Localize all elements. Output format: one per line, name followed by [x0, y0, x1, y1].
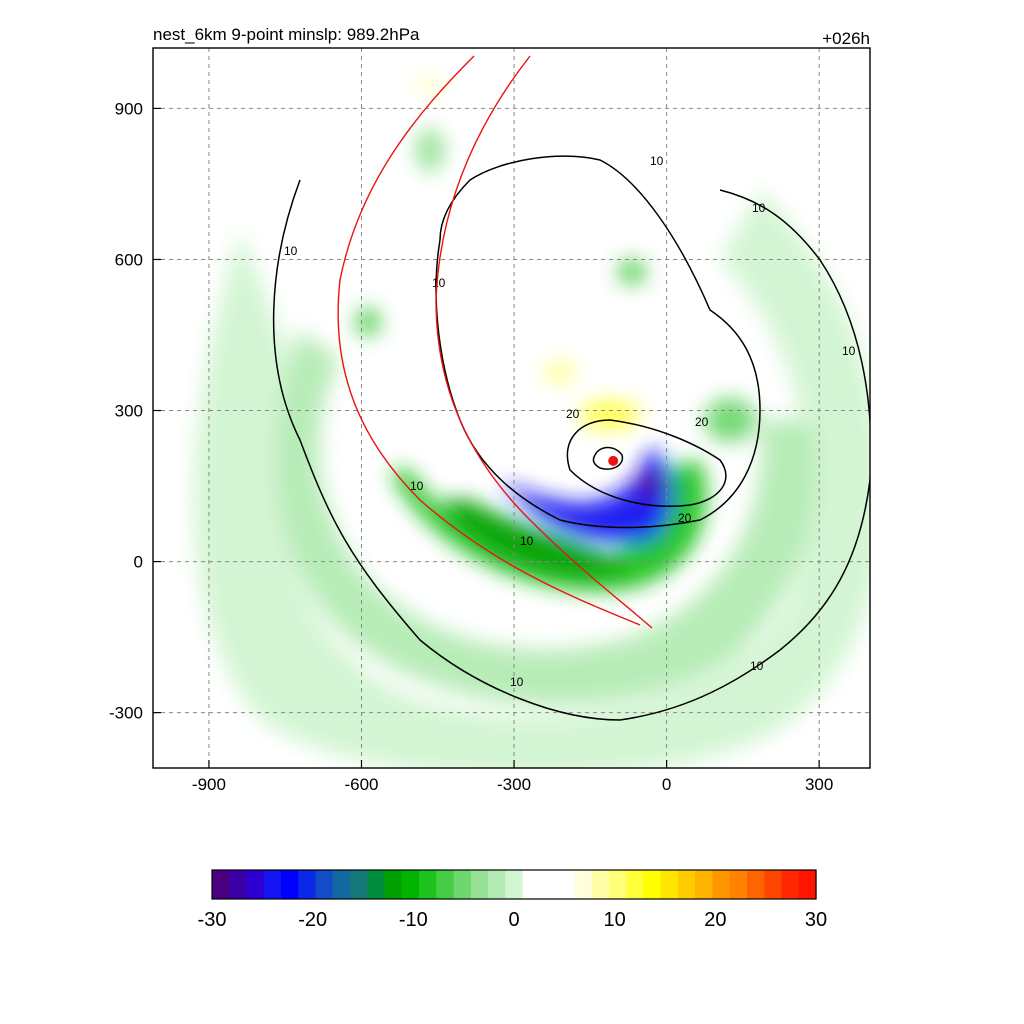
yellow-patch-top	[416, 79, 444, 91]
axis-ticks: -900 -600 -300 0 300 900 600 300 0 -300	[109, 99, 833, 794]
colorbar-swatch	[539, 870, 558, 899]
colorbar-swatch	[488, 870, 506, 899]
x-tick-label: 0	[662, 775, 671, 794]
x-tick-label: -900	[192, 775, 226, 794]
contour-10-outer	[272, 179, 870, 721]
inner-light-green-band	[276, 330, 817, 705]
colorbar-swatch	[522, 870, 541, 899]
colorbar-swatch	[798, 870, 817, 899]
colorbar-swatch	[643, 870, 662, 899]
colorbar-swatch	[695, 870, 714, 899]
contour-label-10-h: 10	[510, 675, 524, 689]
contour-20	[566, 419, 727, 507]
purple-core	[638, 473, 662, 497]
colorbar-swatch	[781, 870, 800, 899]
colorbar-swatch	[401, 870, 420, 899]
colorbar-swatch	[557, 870, 575, 899]
y-tick-label: 600	[115, 250, 143, 269]
track-line-west	[337, 55, 641, 626]
grid-lines	[153, 48, 870, 768]
colorbar-labels: -30 -20 -10 0 10 20 30	[198, 909, 828, 931]
green-rainband	[390, 460, 707, 592]
colorbar-swatch	[419, 870, 437, 899]
track-line-east	[435, 55, 653, 629]
colorbar-frame	[211, 869, 817, 900]
forecast-hour-label: +026h	[822, 29, 870, 48]
storm-center-marker	[608, 455, 619, 466]
colorbar-swatch	[626, 870, 645, 899]
contour-label-10-d: 10	[752, 201, 766, 215]
colorbar-swatch	[315, 870, 334, 899]
yellow-patch-north	[580, 401, 640, 429]
y-tick-label: 300	[115, 402, 143, 421]
contour-label-20-c: 20	[678, 511, 692, 525]
colorbar-swatch	[212, 870, 230, 899]
colorbar	[212, 870, 817, 899]
colorbar-swatch	[660, 870, 679, 899]
plot-frame	[152, 47, 871, 769]
contour-label-20-a: 20	[566, 407, 580, 421]
colorbar-swatch	[384, 870, 403, 899]
colorbar-label: 10	[604, 909, 626, 931]
colorbar-swatch	[677, 870, 696, 899]
contour-label-10-i: 10	[750, 659, 764, 673]
green-cell-east	[704, 398, 756, 442]
contour-10-inner	[435, 155, 761, 529]
contour-label-10-c: 10	[650, 154, 664, 168]
colorbar-swatch	[453, 870, 472, 899]
contour-eye	[592, 446, 624, 470]
colorbar-swatch	[332, 870, 351, 899]
colorbar-swatch	[746, 870, 765, 899]
colorbar-swatch	[505, 870, 524, 899]
green-cell-west	[356, 308, 380, 336]
colorbar-swatch	[367, 870, 386, 899]
chart-title: nest_6km 9-point minslp: 989.2hPa	[153, 25, 420, 44]
colorbar-label: 0	[508, 909, 519, 931]
colorbar-swatch	[470, 870, 489, 899]
contour-label-10-a: 10	[284, 244, 298, 258]
y-tick-label: 900	[115, 99, 143, 118]
colorbar-swatch	[608, 870, 627, 899]
x-tick-label: -600	[344, 775, 378, 794]
outer-light-green-band	[193, 190, 870, 768]
colorbar-swatch	[263, 870, 282, 899]
contour-label-10-f: 10	[410, 479, 424, 493]
colorbar-swatch	[591, 870, 610, 899]
colorbar-swatch	[229, 870, 248, 899]
green-cell-northwest	[416, 128, 444, 172]
colorbar-swatch	[574, 870, 593, 899]
contour-label-10-e: 10	[842, 344, 856, 358]
green-cell-north	[618, 260, 646, 284]
y-tick-label: -300	[109, 704, 143, 723]
colorbar-swatch	[246, 870, 265, 899]
contour-label-10-g: 10	[520, 534, 534, 548]
colorbar-label: 30	[805, 909, 827, 931]
colorbar-label: -10	[399, 909, 428, 931]
colorbar-swatch	[436, 870, 455, 899]
colorbar-swatch	[729, 870, 748, 899]
colorbar-label: 20	[704, 909, 726, 931]
field-shading	[193, 79, 870, 768]
colorbar-swatch	[298, 870, 317, 899]
colorbar-swatch	[712, 870, 731, 899]
colorbar-swatch	[764, 870, 783, 899]
x-tick-label: -300	[497, 775, 531, 794]
blue-eyewall	[500, 445, 673, 543]
colorbar-swatch	[281, 870, 299, 899]
track-lines	[337, 55, 653, 629]
colorbar-label: -30	[198, 909, 227, 931]
contour-label-20-b: 20	[695, 415, 709, 429]
dark-green-core	[440, 500, 630, 577]
colorbar-label: -20	[298, 909, 327, 931]
y-tick-label: 0	[134, 553, 143, 572]
yellow-patch-small	[544, 363, 576, 381]
contour-label-10-b: 10	[432, 276, 446, 290]
x-tick-label: 300	[805, 775, 833, 794]
colorbar-swatch	[350, 870, 368, 899]
